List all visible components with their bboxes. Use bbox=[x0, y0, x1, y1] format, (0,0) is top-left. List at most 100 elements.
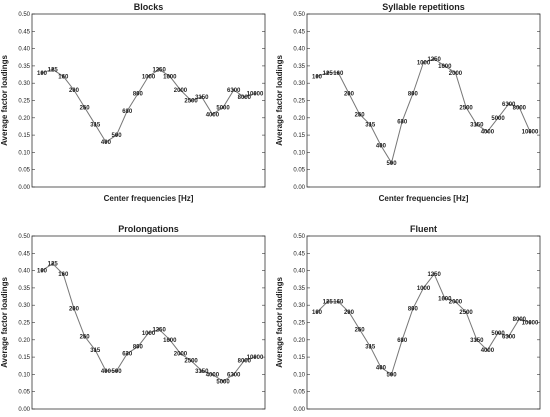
data-point bbox=[358, 113, 361, 116]
data-point bbox=[454, 300, 457, 304]
data-point bbox=[200, 95, 204, 99]
point-label: 3150 bbox=[195, 95, 209, 101]
y-tick-label: 0.50 bbox=[293, 12, 305, 18]
y-axis-label: Average factor loadings bbox=[275, 277, 284, 368]
plot-frame bbox=[306, 235, 541, 410]
data-point bbox=[347, 310, 351, 314]
data-point bbox=[486, 348, 489, 352]
y-tick-label: 0.40 bbox=[293, 269, 305, 275]
data-point bbox=[368, 123, 372, 127]
point-label: 1000 bbox=[417, 60, 431, 66]
point-label: 2500 bbox=[184, 99, 198, 105]
point-label: 400 bbox=[376, 143, 387, 149]
y-tick-label: 0.45 bbox=[18, 29, 30, 35]
data-point bbox=[83, 106, 86, 109]
point-label: 8000 bbox=[513, 317, 527, 323]
point-label: 1600 bbox=[438, 64, 452, 70]
data-point bbox=[326, 71, 329, 75]
data-point bbox=[93, 123, 97, 127]
data-point bbox=[390, 373, 393, 376]
point-label: 500 bbox=[112, 369, 123, 375]
data-point bbox=[496, 116, 500, 120]
data-point bbox=[358, 328, 361, 331]
point-label: 160 bbox=[333, 71, 344, 77]
point-label: 630 bbox=[122, 109, 133, 115]
y-tick-label: 0.00 bbox=[18, 185, 30, 191]
data-point bbox=[528, 321, 532, 324]
y-tick-label: 0.25 bbox=[293, 321, 305, 327]
y-tick-label: 0.50 bbox=[293, 234, 305, 240]
data-point bbox=[475, 123, 479, 127]
data-point bbox=[221, 380, 225, 383]
y-tick-label: 0.50 bbox=[18, 234, 30, 240]
point-label: 125 bbox=[48, 262, 59, 268]
point-label: 6300 bbox=[227, 88, 241, 94]
data-point bbox=[518, 106, 521, 109]
point-label: 315 bbox=[90, 123, 101, 129]
data-point bbox=[411, 307, 415, 310]
point-label: 400 bbox=[101, 369, 112, 375]
point-label: 1600 bbox=[163, 338, 177, 344]
y-tick-label: 0.40 bbox=[293, 47, 305, 53]
point-label: 3150 bbox=[470, 338, 484, 344]
chart-title: Syllable repetitions bbox=[382, 2, 465, 12]
point-label: 200 bbox=[344, 92, 355, 98]
point-label: 4000 bbox=[206, 372, 220, 378]
data-point bbox=[464, 106, 468, 109]
y-tick-label: 0.25 bbox=[18, 321, 30, 327]
data-point bbox=[168, 74, 172, 78]
point-label: 250 bbox=[355, 112, 366, 118]
y-tick-label: 0.20 bbox=[18, 116, 30, 122]
point-label: 400 bbox=[376, 365, 387, 371]
y-axis-label: Average factor loadings bbox=[0, 277, 9, 368]
point-label: 6300 bbox=[502, 102, 516, 108]
data-point bbox=[432, 57, 436, 61]
y-tick-label: 0.20 bbox=[18, 338, 30, 344]
data-point bbox=[93, 348, 97, 352]
y-tick-label: 0.10 bbox=[18, 150, 30, 156]
point-label: 100 bbox=[312, 310, 323, 316]
data-point bbox=[104, 140, 108, 144]
data-point bbox=[72, 88, 76, 92]
data-point bbox=[315, 74, 319, 78]
point-label: 1600 bbox=[163, 74, 177, 80]
data-point bbox=[179, 352, 182, 355]
data-point bbox=[125, 352, 129, 355]
data-point bbox=[72, 307, 76, 310]
y-tick-label: 0.50 bbox=[18, 12, 30, 18]
data-point bbox=[443, 64, 447, 68]
y-tick-label: 0.15 bbox=[293, 133, 305, 139]
data-point bbox=[147, 74, 150, 78]
data-point bbox=[507, 335, 510, 338]
point-label: 800 bbox=[133, 92, 144, 98]
point-label: 3150 bbox=[195, 369, 209, 375]
data-point bbox=[464, 310, 468, 314]
data-point bbox=[125, 109, 129, 113]
y-tick-label: 0.45 bbox=[293, 251, 305, 257]
x-axis-label: Center frequencies [Hz] bbox=[104, 194, 194, 203]
point-label: 2500 bbox=[459, 105, 473, 111]
data-point bbox=[518, 317, 521, 321]
y-tick-label: 0.05 bbox=[293, 390, 305, 396]
data-point bbox=[40, 71, 44, 75]
data-point bbox=[147, 331, 150, 335]
point-label: 630 bbox=[122, 352, 133, 358]
data-point bbox=[62, 272, 65, 276]
point-label: 5000 bbox=[491, 331, 505, 337]
data-point bbox=[475, 338, 479, 342]
point-label: 250 bbox=[80, 334, 91, 340]
data-point bbox=[221, 106, 225, 109]
plot-frame bbox=[306, 13, 541, 188]
data-point bbox=[422, 61, 425, 64]
point-label: 1600 bbox=[438, 296, 452, 302]
data-point bbox=[315, 310, 319, 314]
point-label: 1250 bbox=[427, 57, 441, 63]
y-tick-label: 0.05 bbox=[293, 168, 305, 174]
point-label: 6300 bbox=[502, 334, 516, 340]
point-label: 250 bbox=[355, 327, 366, 333]
data-point bbox=[326, 300, 329, 304]
data-point bbox=[454, 71, 457, 75]
point-label: 1250 bbox=[152, 327, 166, 333]
point-label: 500 bbox=[387, 372, 398, 378]
